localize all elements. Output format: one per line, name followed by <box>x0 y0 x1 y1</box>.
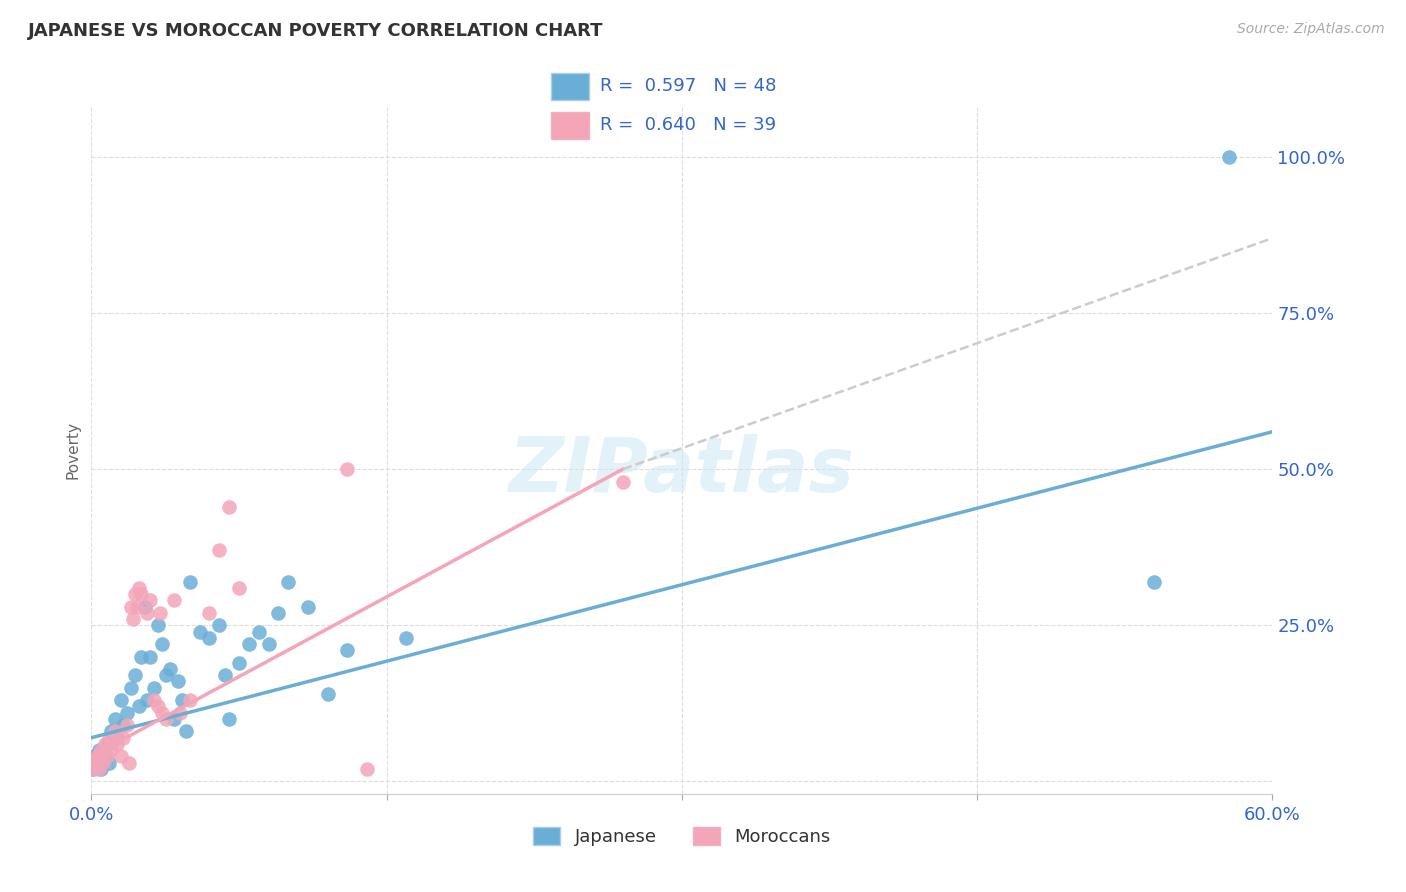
Point <box>98 756 121 770</box>
Y-axis label: Poverty: Poverty <box>65 421 80 480</box>
Point <box>179 574 201 589</box>
Point <box>98 731 121 745</box>
Point <box>82 762 104 776</box>
Point <box>188 624 211 639</box>
Point <box>96 737 118 751</box>
Point <box>128 581 150 595</box>
Point <box>91 756 114 770</box>
Legend: Japanese, Moroccans: Japanese, Moroccans <box>526 820 838 854</box>
Point <box>124 587 146 601</box>
Point <box>163 593 186 607</box>
Point <box>110 749 132 764</box>
Point <box>104 724 127 739</box>
Point <box>277 574 299 589</box>
Point <box>228 581 250 595</box>
Point <box>84 749 107 764</box>
Point <box>336 462 359 476</box>
Point <box>115 718 138 732</box>
Point <box>111 731 134 745</box>
Point <box>155 668 177 682</box>
Point <box>1143 574 1166 589</box>
Point <box>82 762 104 776</box>
Text: Source: ZipAtlas.com: Source: ZipAtlas.com <box>1237 22 1385 37</box>
Point <box>148 618 170 632</box>
Point <box>612 475 634 489</box>
Point <box>163 712 186 726</box>
Point <box>267 606 290 620</box>
Point <box>120 599 142 614</box>
Point <box>218 500 240 514</box>
FancyBboxPatch shape <box>551 112 589 139</box>
Point <box>90 762 112 776</box>
FancyBboxPatch shape <box>551 72 589 100</box>
Point <box>1218 150 1240 164</box>
Point <box>90 743 112 757</box>
Point <box>395 631 418 645</box>
Point <box>120 681 142 695</box>
Point <box>167 674 190 689</box>
Point <box>105 737 128 751</box>
Point <box>297 599 319 614</box>
Point <box>257 637 280 651</box>
Point <box>110 693 132 707</box>
Point <box>208 618 231 632</box>
Point <box>100 724 122 739</box>
Point <box>121 612 143 626</box>
Point <box>179 693 201 707</box>
Point <box>149 606 172 620</box>
Point <box>89 762 111 776</box>
Point <box>143 693 166 707</box>
Point <box>86 749 108 764</box>
Point <box>336 643 359 657</box>
Point <box>135 606 157 620</box>
Point <box>94 749 117 764</box>
Point <box>198 606 221 620</box>
Point <box>214 668 236 682</box>
Point <box>169 706 191 720</box>
Point <box>100 743 122 757</box>
Point <box>238 637 260 651</box>
Point <box>208 543 231 558</box>
Text: R =  0.597   N = 48: R = 0.597 N = 48 <box>600 78 776 95</box>
Point <box>129 587 152 601</box>
Point <box>125 599 148 614</box>
Point <box>198 631 221 645</box>
Point <box>155 712 177 726</box>
Point <box>118 756 141 770</box>
Point <box>94 737 117 751</box>
Point <box>174 724 197 739</box>
Point <box>139 649 162 664</box>
Point <box>86 756 108 770</box>
Point <box>104 712 127 726</box>
Point <box>356 762 378 776</box>
Point <box>228 656 250 670</box>
Point <box>124 668 146 682</box>
Point <box>143 681 166 695</box>
Point <box>89 743 111 757</box>
Point <box>148 699 170 714</box>
Point <box>170 693 193 707</box>
Point <box>159 662 181 676</box>
Point <box>150 637 173 651</box>
Text: JAPANESE VS MOROCCAN POVERTY CORRELATION CHART: JAPANESE VS MOROCCAN POVERTY CORRELATION… <box>28 22 603 40</box>
Point <box>150 706 173 720</box>
Text: ZIPatlas: ZIPatlas <box>509 434 855 508</box>
Point <box>218 712 240 726</box>
Point <box>316 687 339 701</box>
Point <box>84 756 107 770</box>
Point <box>135 693 157 707</box>
Point <box>105 731 128 745</box>
Point <box>128 699 150 714</box>
Point <box>139 593 162 607</box>
Point <box>111 718 134 732</box>
Point <box>115 706 138 720</box>
Point <box>96 749 118 764</box>
Point <box>129 649 152 664</box>
Text: R =  0.640   N = 39: R = 0.640 N = 39 <box>600 116 776 134</box>
Point <box>247 624 270 639</box>
Point <box>134 599 156 614</box>
